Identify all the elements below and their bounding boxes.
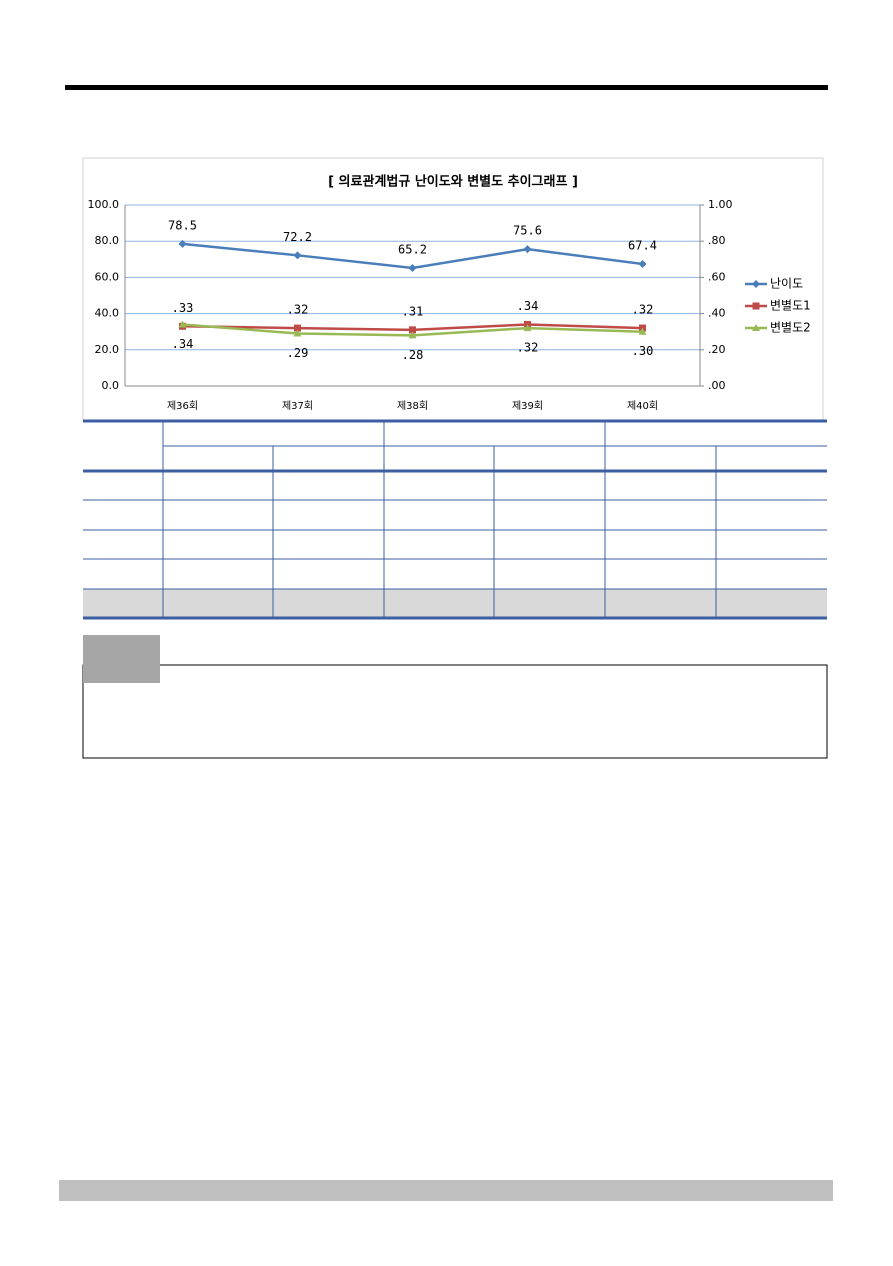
marker: [638, 260, 647, 269]
data-label: .28: [402, 348, 424, 362]
x-tick-label: 제39회: [512, 400, 543, 412]
chart-title: [ 의료관계법규 난이도와 변별도 추이그래프 ]: [328, 174, 578, 190]
y-tick-label: 60.0: [95, 270, 120, 283]
x-tick-label: 제38회: [397, 400, 428, 412]
data-label: 72.2: [283, 230, 312, 244]
y2-tick-label: .20: [708, 343, 726, 356]
y2-tick-label: .60: [708, 270, 726, 283]
y2-tick-label: .40: [708, 307, 726, 320]
legend-label: 변별도2: [770, 321, 811, 335]
data-label: .32: [287, 303, 309, 317]
y-tick-label: 20.0: [95, 343, 120, 356]
marker: [293, 329, 302, 337]
x-tick-label: 제37회: [282, 400, 313, 412]
legend-marker: [752, 302, 760, 310]
header-rule: [65, 85, 828, 90]
note-box: [82, 664, 828, 759]
legend-label: 난이도: [770, 277, 803, 291]
y2-tick-label: .00: [708, 379, 726, 392]
data-label: .33: [172, 301, 194, 315]
y2-tick-label: 1.00: [708, 198, 733, 211]
y-tick-label: 0.0: [102, 379, 120, 392]
table: [83, 419, 827, 620]
data-label: .30: [632, 344, 654, 358]
marker: [178, 320, 187, 328]
y-tick-label: 80.0: [95, 234, 120, 247]
data-label: 65.2: [398, 242, 427, 256]
data-label: .34: [517, 299, 539, 313]
marker: [178, 239, 187, 248]
data-label: 75.6: [513, 224, 542, 238]
legend-marker: [752, 280, 760, 288]
y-tick-label: 40.0: [95, 307, 120, 320]
marker: [523, 324, 532, 332]
footer-bar: [59, 1180, 833, 1201]
data-label: .29: [287, 346, 309, 360]
data-label: .34: [172, 337, 194, 351]
marker: [638, 327, 647, 335]
data-label: .31: [402, 304, 424, 318]
legend-marker: [752, 324, 760, 331]
marker: [409, 326, 416, 334]
marker: [408, 331, 417, 339]
y-tick-label: 100.0: [88, 198, 120, 211]
data-label: 67.4: [628, 239, 657, 253]
table-total-row: [83, 589, 827, 618]
data-label: 78.5: [168, 218, 197, 232]
x-tick-label: 제40회: [627, 400, 658, 412]
note-tab: [83, 635, 160, 683]
marker: [294, 324, 301, 332]
marker: [523, 245, 532, 254]
legend-label: 변별도1: [770, 299, 811, 313]
x-tick-label: 제36회: [167, 400, 198, 412]
data-label: .32: [632, 303, 654, 317]
data-label: .32: [517, 341, 539, 355]
marker: [408, 263, 417, 272]
y2-tick-label: .80: [708, 234, 726, 247]
marker: [293, 251, 302, 260]
